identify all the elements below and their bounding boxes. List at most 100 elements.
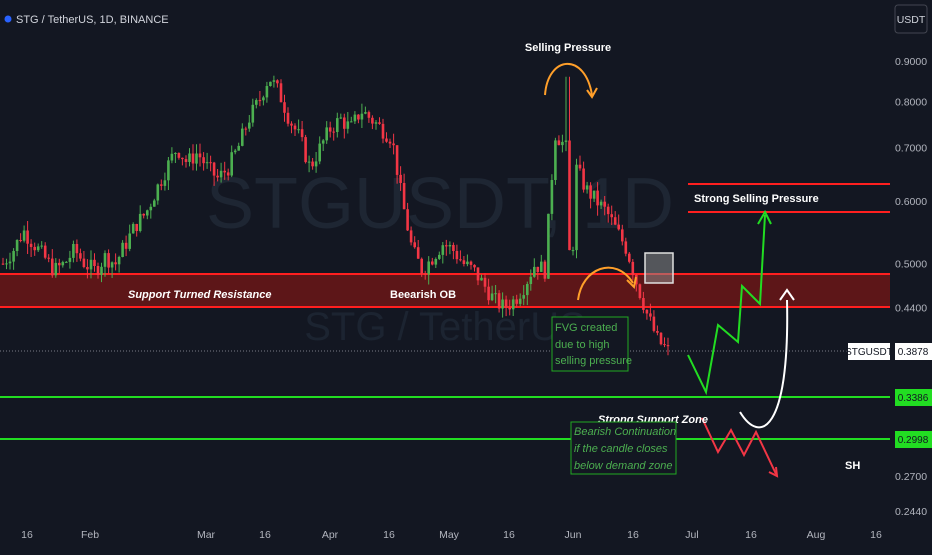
candle-body bbox=[153, 200, 156, 207]
candle-body bbox=[346, 121, 350, 129]
x-tick-label: Feb bbox=[81, 529, 99, 541]
reversal-curve-arrowhead bbox=[779, 288, 795, 301]
candle-body bbox=[135, 224, 138, 231]
candle-body bbox=[621, 229, 624, 242]
candle-body bbox=[631, 261, 635, 276]
fvg-note-line2: due to high bbox=[555, 339, 609, 351]
candle-body bbox=[188, 153, 191, 162]
candle-body bbox=[79, 253, 82, 259]
bullish-projection-arrowhead bbox=[757, 209, 772, 225]
y-axis-ticks: 0.9000 0.8000 0.7000 0.6000 0.5000 0.4400 0.27… bbox=[895, 56, 927, 518]
candle-body bbox=[36, 246, 40, 251]
reversal-curve bbox=[739, 299, 789, 429]
candle-body bbox=[659, 332, 663, 345]
candle-body bbox=[336, 118, 339, 132]
x-tick-label: Jul bbox=[685, 529, 698, 541]
selling-pressure-arrowhead bbox=[586, 87, 598, 99]
candle-body bbox=[51, 258, 54, 276]
candle-body bbox=[262, 97, 265, 101]
candle-body bbox=[494, 293, 497, 295]
candle-body bbox=[388, 141, 392, 144]
candle-body bbox=[427, 261, 430, 275]
candle-body bbox=[195, 153, 198, 164]
candle-body bbox=[610, 214, 613, 218]
candle-body bbox=[318, 143, 321, 162]
candle-body bbox=[571, 250, 575, 252]
candle-body bbox=[304, 137, 307, 163]
candle-body bbox=[107, 253, 110, 268]
candle-body bbox=[1, 263, 5, 265]
candle-body bbox=[226, 172, 230, 176]
bearish-note-line2: if the candle closes bbox=[574, 443, 668, 455]
bearish-note-line3: below demand zone bbox=[574, 460, 672, 472]
candle-body bbox=[360, 113, 364, 120]
candle-body bbox=[613, 217, 617, 225]
candle-body bbox=[406, 209, 409, 231]
candle-body bbox=[374, 122, 378, 124]
candle-body bbox=[29, 243, 33, 247]
candle-body bbox=[233, 150, 237, 153]
candle-body bbox=[223, 170, 226, 173]
candle-body bbox=[385, 138, 388, 142]
support-turned-resistance-label: Support Turned Resistance bbox=[128, 289, 271, 301]
y-tick-label: 0.8000 bbox=[895, 97, 927, 109]
candle-body bbox=[399, 174, 402, 183]
candle-body bbox=[149, 206, 153, 211]
candle-body bbox=[167, 160, 170, 181]
currency-button[interactable] bbox=[894, 4, 928, 34]
candle-body bbox=[117, 257, 121, 265]
candle-body bbox=[174, 153, 177, 154]
candle-body bbox=[241, 128, 244, 146]
candle-body bbox=[529, 276, 533, 284]
candle-body bbox=[628, 253, 631, 262]
candle-body bbox=[160, 184, 163, 186]
candle-body bbox=[518, 298, 522, 304]
candle-body bbox=[216, 175, 219, 178]
candle-body bbox=[547, 213, 550, 279]
candle-body bbox=[441, 245, 445, 255]
candle-body bbox=[413, 242, 416, 248]
candle-body bbox=[314, 161, 318, 167]
candle-body bbox=[170, 153, 174, 161]
candle-body bbox=[142, 213, 145, 216]
candle-body bbox=[364, 112, 367, 114]
candle-body bbox=[416, 247, 420, 259]
candle-body bbox=[624, 241, 628, 254]
candle-body bbox=[89, 259, 93, 270]
candle-body bbox=[283, 102, 286, 113]
candle-body bbox=[438, 254, 441, 259]
y-tick-label: 0.2700 bbox=[895, 471, 927, 483]
candle-body bbox=[459, 259, 462, 261]
candle-body bbox=[543, 261, 547, 279]
candle-body bbox=[540, 261, 543, 272]
candle-body bbox=[181, 157, 184, 160]
candle-body bbox=[409, 230, 413, 243]
candle-body bbox=[617, 224, 620, 230]
bearish-ob-label: Beearish OB bbox=[390, 289, 456, 301]
candle-body bbox=[649, 313, 652, 317]
fvg-arc-arrowhead bbox=[626, 276, 637, 290]
candle-body bbox=[244, 128, 248, 130]
candle-body bbox=[279, 83, 283, 103]
candle-body bbox=[357, 114, 360, 120]
last-price-tag-label: 0.3878 bbox=[898, 347, 929, 358]
candle-body bbox=[497, 293, 501, 309]
candle-body bbox=[434, 259, 438, 265]
price-axis[interactable] bbox=[890, 0, 932, 550]
candle-body bbox=[209, 162, 212, 164]
candle-body bbox=[483, 277, 487, 287]
candle-body bbox=[54, 262, 58, 276]
x-axis-ticks: 16 Feb Mar 16 Apr 16 May 16 Jun 16 Jul 16 Aug 16 bbox=[21, 529, 882, 541]
x-tick-label: Apr bbox=[322, 529, 339, 541]
y-tick-label: 0.5000 bbox=[895, 259, 927, 271]
candle-body bbox=[251, 104, 255, 123]
watermark-name: STG / TetherUS bbox=[304, 305, 586, 349]
candle-body bbox=[124, 242, 128, 249]
bearish-projection-arrowhead bbox=[768, 466, 779, 478]
candle-body bbox=[392, 143, 395, 146]
time-axis[interactable] bbox=[0, 522, 890, 550]
candle-body bbox=[276, 80, 279, 84]
symbol-title[interactable]: STG / TetherUS, 1D, BINANCE bbox=[16, 14, 169, 26]
